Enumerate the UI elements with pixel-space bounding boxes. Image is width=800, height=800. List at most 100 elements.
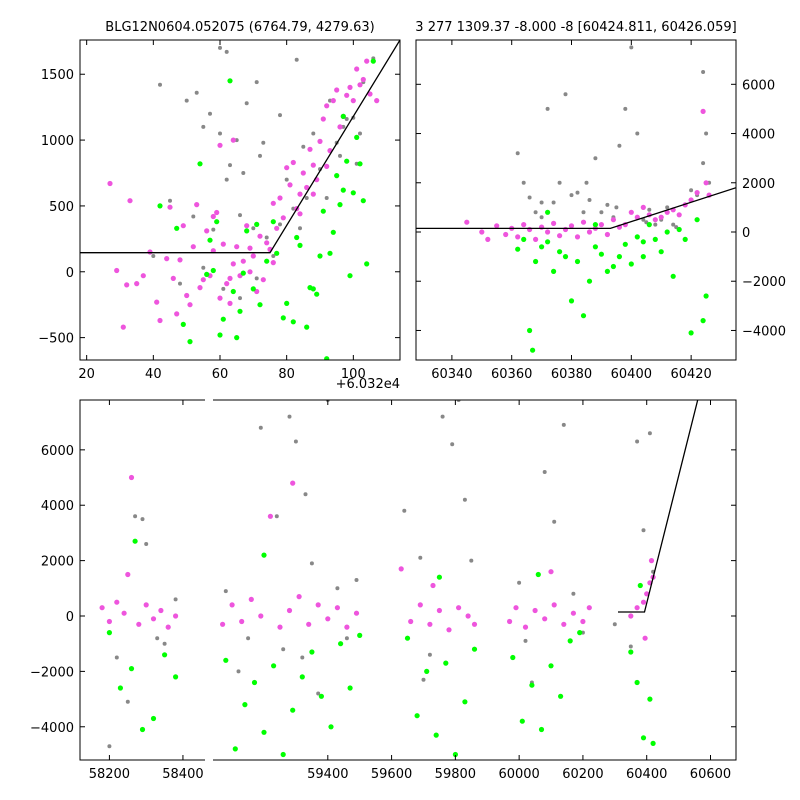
point-green-1 [117,685,123,691]
y-tick-label-5: 6000 [742,78,775,93]
point-green-38 [628,649,634,655]
point-magenta-41 [270,260,276,266]
y-tick-label-0: −500 [38,332,74,347]
point-magenta-68 [360,76,366,83]
point-magenta-52 [125,571,131,578]
point-magenta-69 [364,58,370,64]
point-gray-47 [298,226,302,231]
point-green-26 [443,660,449,666]
point-green-10 [568,298,575,304]
point-magenta-59 [330,98,336,104]
point-magenta-43 [277,195,283,201]
point-green-3 [187,339,193,345]
point-green-4 [533,258,539,265]
point-gray-37 [614,205,619,210]
point-magenta-16 [267,513,273,519]
axes-frame-bottom [79,399,737,761]
point-magenta-7 [147,249,153,255]
point-magenta-31 [446,627,452,633]
point-green-27 [452,751,458,758]
point-magenta-15 [184,292,190,299]
point-green-29 [471,646,478,652]
point-magenta-12 [551,220,557,226]
point-gray-9 [569,193,574,198]
point-gray-8 [173,597,178,602]
point-magenta-13 [557,233,563,239]
point-magenta-28 [417,602,423,608]
point-green-22 [304,324,310,330]
x-tick-label-1: 60360 [491,367,532,382]
y-tick-label-3: 2000 [742,177,775,192]
point-green-39 [364,261,370,267]
point-magenta-8 [158,607,164,614]
point-green-6 [545,239,551,245]
point-magenta-35 [250,253,256,259]
point-green-27 [320,208,326,214]
point-gray-2 [527,195,532,200]
point-green-42 [650,740,656,747]
point-green-19 [284,300,290,306]
data-points [99,400,699,758]
point-magenta-66 [354,66,360,72]
y-tick-label-2: 0 [66,610,74,625]
point-green-0 [157,203,163,209]
point-magenta-11 [545,229,551,235]
x-tick-label-1: 40 [145,367,162,382]
y-tick-label-0: −4000 [30,721,74,736]
point-magenta-70 [367,91,373,97]
point-gray-49 [338,153,342,158]
point-magenta-38 [260,277,266,283]
point-gray-7 [162,641,167,646]
point-gray-33 [542,470,547,474]
point-magenta-16 [187,302,193,308]
point-magenta-11 [167,204,173,210]
point-green-36 [640,254,646,260]
point-gray-4 [140,517,145,522]
point-green-32 [529,682,535,688]
point-green-30 [688,330,694,336]
point-magenta-10 [164,256,170,262]
point-gray-40 [151,254,156,258]
y-tick-label-4: 4000 [41,499,74,514]
point-magenta-8 [527,226,533,233]
point-magenta-37 [700,108,706,114]
point-green-6 [210,267,216,274]
point-magenta-45 [284,165,290,171]
point-gray-36 [571,591,576,596]
point-green-31 [519,718,525,724]
point-green-35 [592,222,599,228]
y-tick-label-4: 1500 [41,68,74,83]
point-gray-29 [462,497,467,502]
point-gray-6 [201,124,206,129]
point-green-23 [646,222,652,228]
point-green-34 [545,209,551,215]
point-green-10 [251,679,258,686]
point-green-33 [538,726,545,733]
point-magenta-3 [121,610,127,616]
point-magenta-20 [306,621,312,627]
point-gray-44 [303,492,308,497]
point-gray-44 [238,296,242,301]
point-green-22 [404,635,411,641]
point-gray-17 [284,177,289,182]
panel-top-left: BLG12N0604.052075 (6764.79, 4279.63) +6.… [38,20,401,392]
point-gray-45 [254,276,259,281]
point-green-13 [586,278,593,284]
point-green-27 [670,273,676,279]
point-magenta-74 [270,200,276,206]
x-tick-label-1: 58400 [162,767,203,782]
point-magenta-15 [568,223,575,229]
axes-frame-top-left [79,39,401,361]
model-line [80,40,400,254]
point-magenta-46 [634,605,640,611]
point-magenta-56 [320,116,326,122]
point-magenta-30 [436,607,442,614]
point-gray-34 [701,161,706,166]
point-gray-38 [628,644,633,649]
point-magenta-50 [648,558,655,564]
point-magenta-50 [300,170,306,176]
point-gray-35 [561,422,566,427]
point-gray-31 [517,580,522,585]
point-green-24 [652,236,658,242]
